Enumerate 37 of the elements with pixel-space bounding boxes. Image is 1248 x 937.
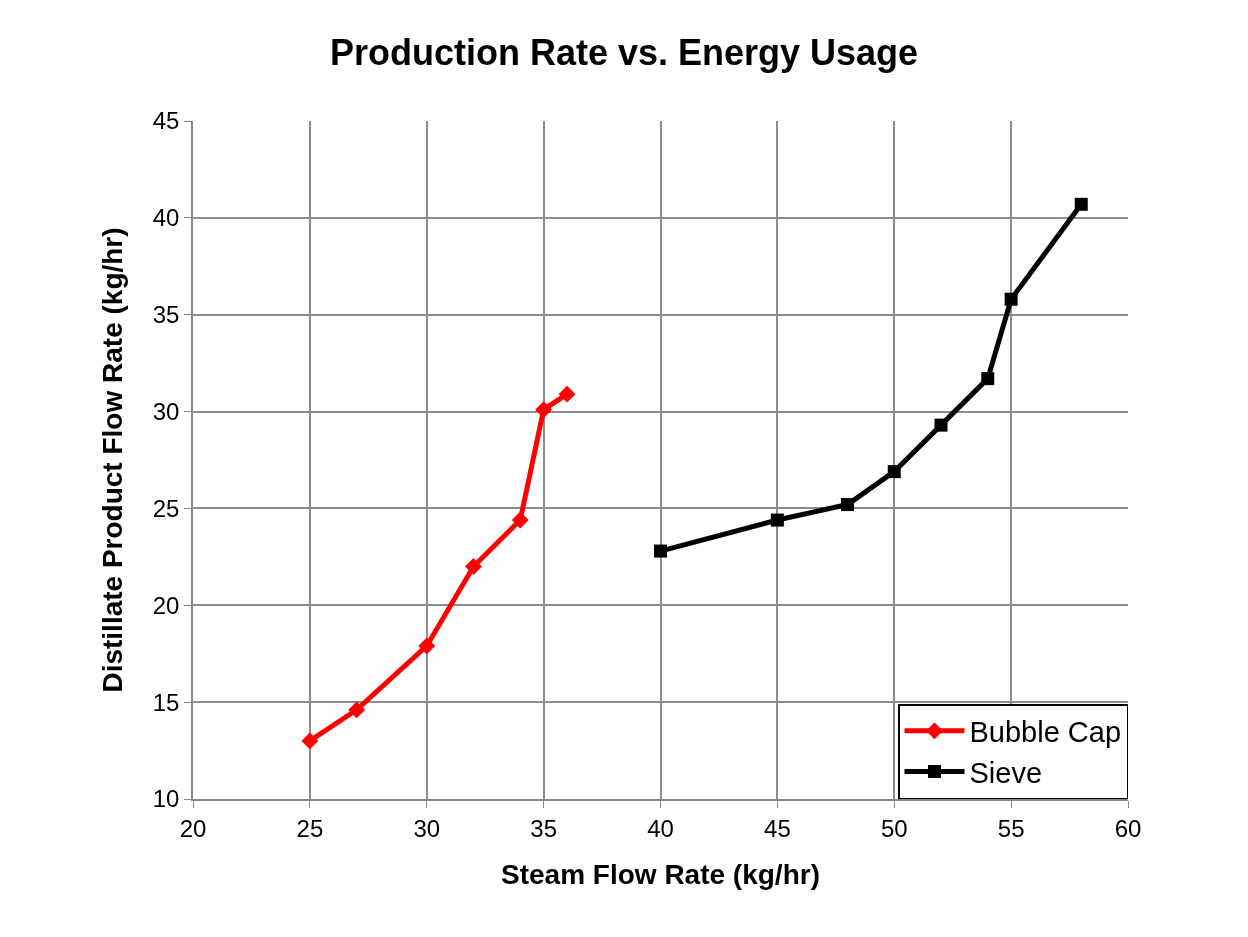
point	[841, 498, 854, 512]
point	[301, 732, 319, 750]
point	[887, 465, 901, 479]
point	[934, 418, 948, 432]
x-tick-label: 35	[530, 814, 557, 842]
x-tick-label: 50	[880, 814, 908, 842]
x-tick-label: 45	[764, 814, 791, 842]
legend-label: Sieve	[969, 756, 1043, 789]
legend-label: Bubble Cap	[969, 716, 1122, 749]
point	[348, 701, 366, 719]
point	[535, 401, 553, 419]
point	[465, 558, 482, 575]
point	[654, 544, 667, 558]
y-tick-label: 45	[152, 107, 180, 135]
y-tick-label: 10	[152, 785, 180, 813]
point	[770, 513, 784, 527]
chart-title: Production Rate vs. Energy Usage	[329, 31, 919, 73]
x-tick-label: 40	[647, 814, 674, 842]
x-tick-label: 20	[179, 814, 207, 842]
point	[558, 385, 576, 403]
y-tick-label: 30	[152, 397, 180, 425]
x-axis-title: Steam Flow Rate (kg/hr)	[501, 859, 820, 891]
x-tick-label: 30	[413, 814, 441, 842]
x-tick-label: 25	[296, 814, 324, 842]
point	[511, 511, 529, 529]
y-tick-label: 20	[152, 591, 180, 619]
y-axis-title: Distillate Product Flow Rate (kg/hr)	[96, 227, 128, 693]
point	[1004, 292, 1018, 306]
point	[981, 372, 995, 386]
point	[1074, 197, 1088, 211]
x-tick-label: 60	[1114, 814, 1142, 842]
y-tick-label: 35	[152, 301, 180, 329]
y-tick-label: 25	[152, 494, 180, 522]
y-tick-label: 15	[152, 688, 180, 716]
x-tick-label: 55	[997, 814, 1025, 842]
point	[418, 637, 436, 655]
y-tick-label: 40	[152, 204, 180, 232]
